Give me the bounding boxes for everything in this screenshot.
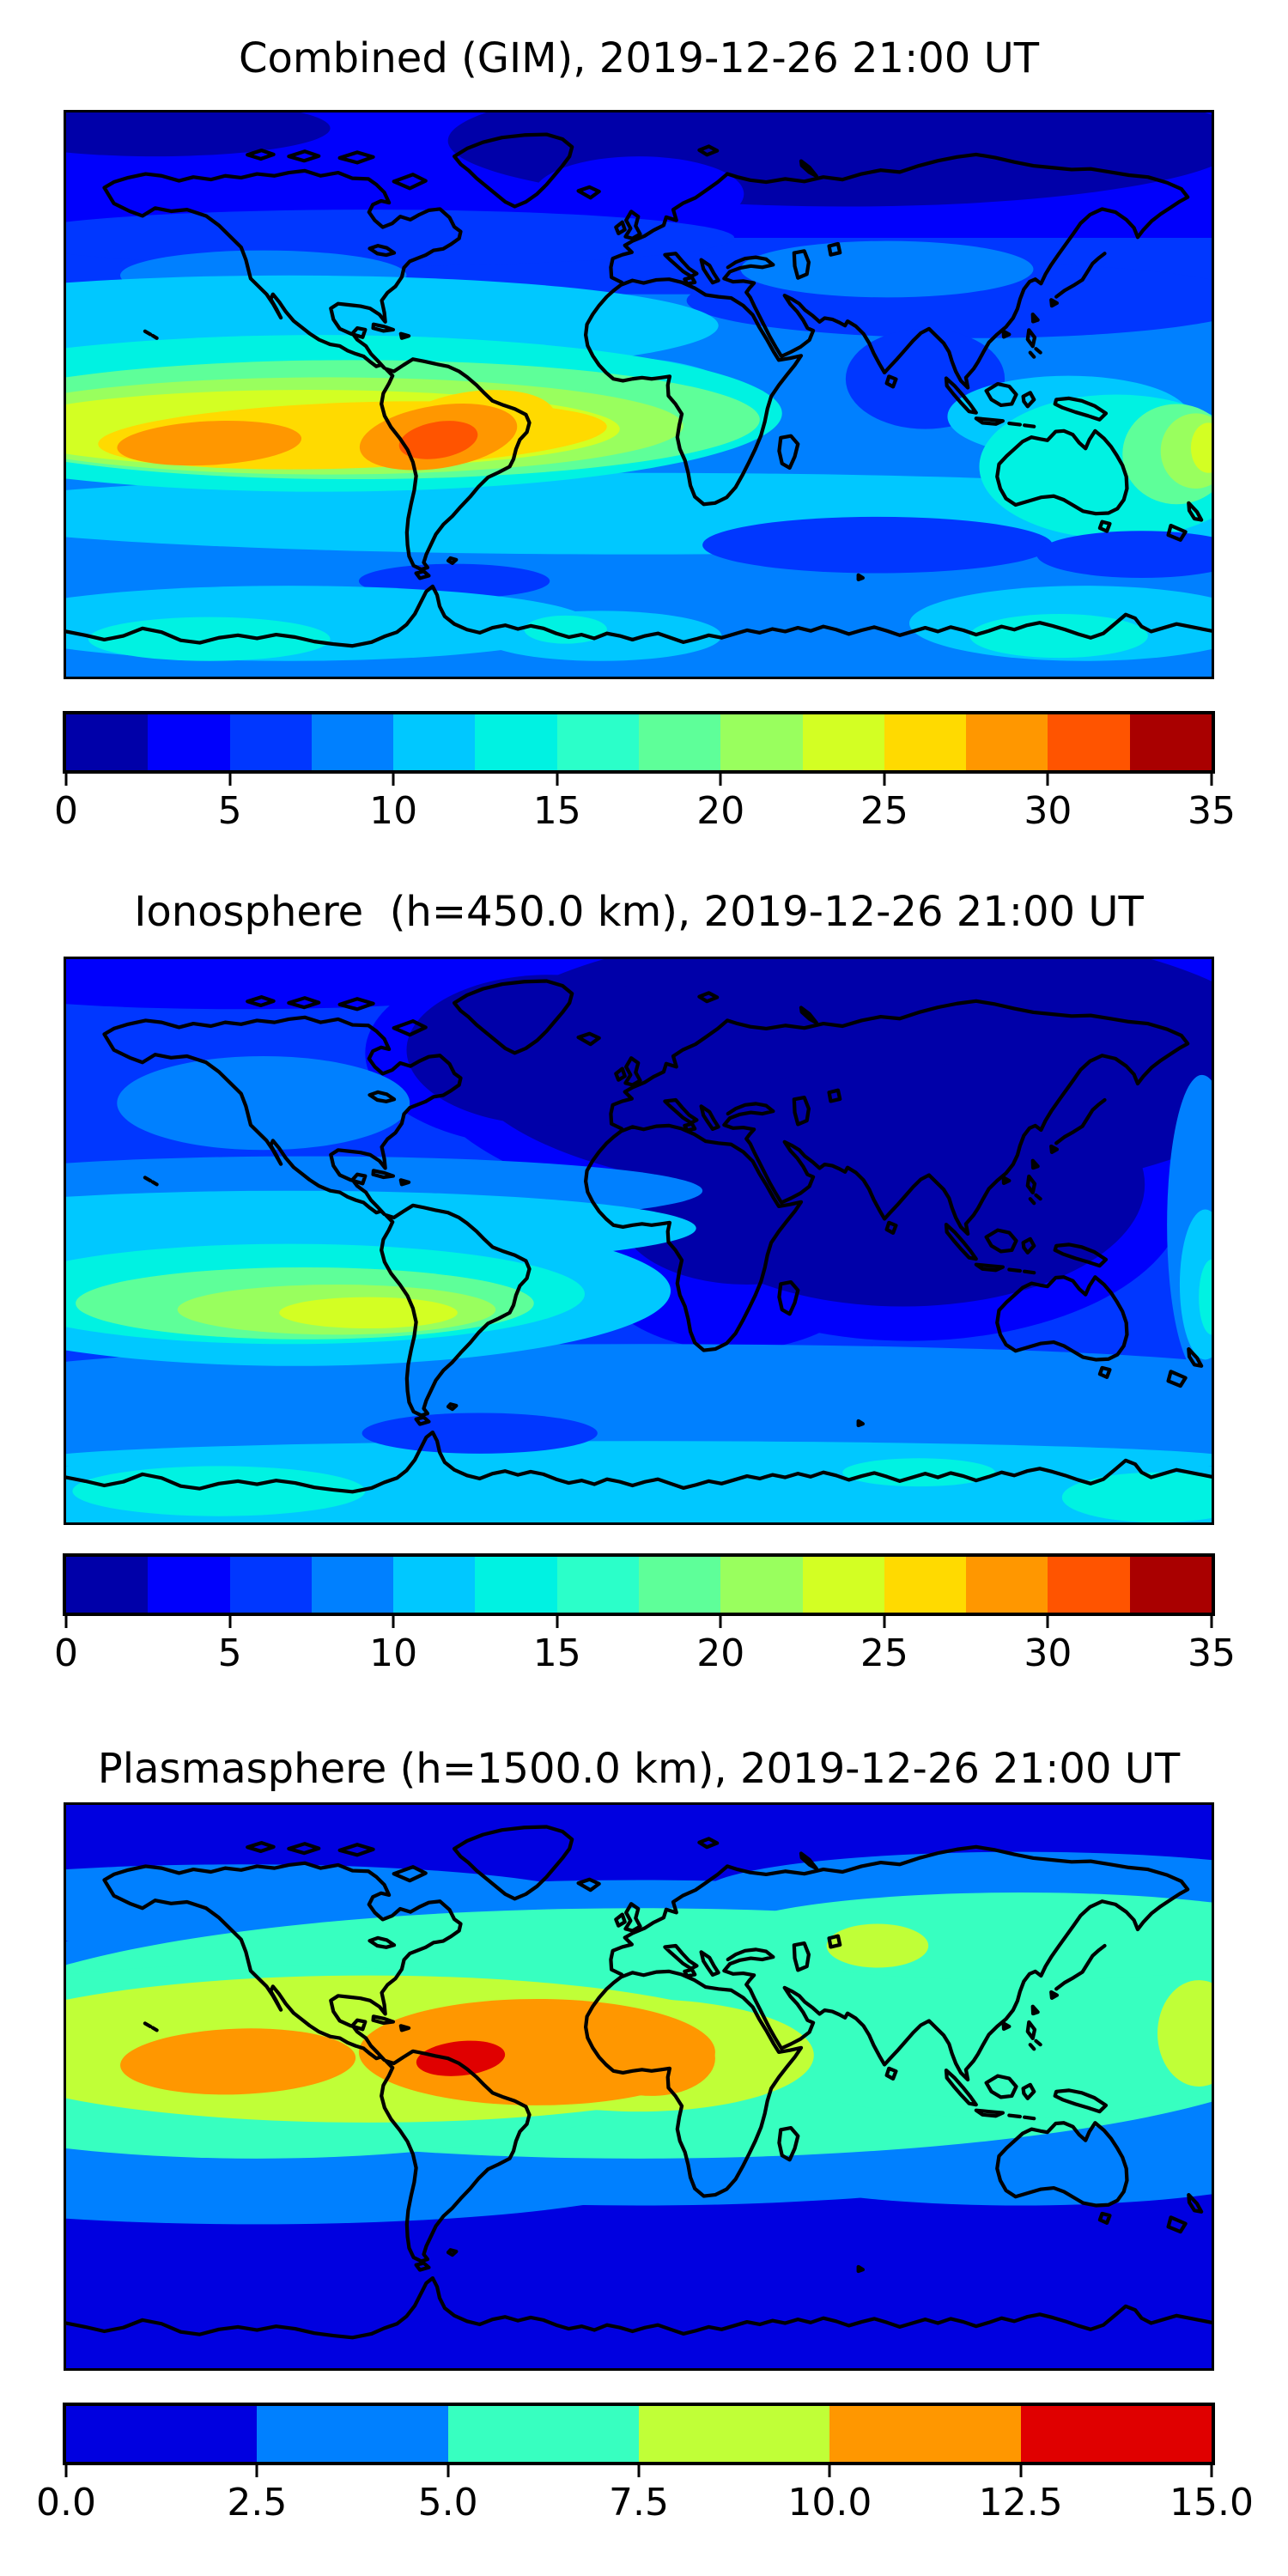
colorbar-tick-label: 0 xyxy=(54,789,78,833)
colorbar-tick-mark xyxy=(1046,1616,1049,1628)
colorbar-tick-label: 10 xyxy=(369,789,418,833)
colorbar-segment xyxy=(966,1557,1048,1613)
map-plasmasphere-svg xyxy=(66,1805,1212,2368)
colorbar-ticks-ionosphere: 0 5 10 15 20 25 30 35 xyxy=(54,1616,1236,1685)
colorbar-ticks-combined: 0 5 10 15 20 25 30 35 xyxy=(54,774,1236,842)
colorbar-segment xyxy=(148,714,230,770)
colorbar-segment xyxy=(1129,714,1212,770)
colorbar-segment xyxy=(148,1557,230,1613)
colorbar-tick-label: 15.0 xyxy=(1170,2481,1254,2524)
map-ionosphere xyxy=(64,957,1214,1525)
colorbar-tick-mark xyxy=(64,1616,68,1628)
colorbar-tick-mark xyxy=(719,1616,722,1628)
colorbar-tick-label: 15 xyxy=(532,1631,581,1675)
colorbar-tick-mark xyxy=(255,2465,258,2477)
colorbar-tick-label: 10 xyxy=(369,1631,418,1675)
colorbar-tick-label: 10.0 xyxy=(787,2481,872,2524)
colorbar-segment xyxy=(1048,714,1130,770)
colorbar-tick-mark xyxy=(883,774,886,786)
colorbar-ionosphere xyxy=(63,1553,1215,1616)
colorbar-tick-label: 5.0 xyxy=(417,2481,478,2524)
colorbar-segment xyxy=(556,714,639,770)
colorbar-tick-mark xyxy=(64,2465,68,2477)
colorbar-tick-label: 15 xyxy=(532,789,581,833)
colorbar-segment xyxy=(720,714,803,770)
colorbar-tick-mark xyxy=(556,774,559,786)
colorbar-tick-label: 0.0 xyxy=(36,2481,96,2524)
colorbar-tick-mark xyxy=(1046,774,1049,786)
map-combined xyxy=(64,110,1214,679)
colorbar-tick-label: 35 xyxy=(1188,1631,1236,1675)
colorbar-segment xyxy=(66,2406,258,2462)
colorbar-combined xyxy=(63,711,1215,774)
colorbar-ticks-plasmasphere: 0.0 2.5 5.0 7.5 10.0 12.5 15.0 xyxy=(36,2465,1254,2534)
colorbar-segment xyxy=(66,714,149,770)
colorbar-tick-mark xyxy=(556,1616,559,1628)
colorbar-segment xyxy=(475,714,557,770)
colorbar-segment xyxy=(802,1557,884,1613)
colorbar-tick-mark xyxy=(1210,2465,1213,2477)
colorbar-tick-label: 7.5 xyxy=(609,2481,669,2524)
colorbar-segment xyxy=(884,714,967,770)
colorbar-segment xyxy=(638,2406,830,2462)
colorbar-segment xyxy=(638,1557,721,1613)
colorbar-tick-label: 20 xyxy=(696,789,745,833)
colorbar-segment xyxy=(1129,1557,1212,1613)
colorbar-segment xyxy=(229,714,312,770)
colorbar-tick-label: 35 xyxy=(1188,789,1236,833)
colorbar-tick-label: 30 xyxy=(1024,1631,1072,1675)
map-plasmasphere xyxy=(64,1802,1214,2371)
colorbar-segment xyxy=(311,714,394,770)
panel-title-plasmasphere: Plasmasphere (h=1500.0 km), 2019-12-26 2… xyxy=(97,1745,1181,1793)
colorbar-tick-mark xyxy=(1210,774,1213,786)
colorbar-tick-label: 12.5 xyxy=(978,2481,1063,2524)
colorbar-segment xyxy=(966,714,1048,770)
colorbar-tick-label: 25 xyxy=(860,789,908,833)
colorbar-segment xyxy=(393,1557,476,1613)
colorbar-tick-mark xyxy=(64,774,68,786)
colorbar-tick-mark xyxy=(392,1616,395,1628)
colorbar-segment xyxy=(829,2406,1021,2462)
colorbar-tick-mark xyxy=(228,1616,232,1628)
colorbar-tick-label: 0 xyxy=(54,1631,78,1675)
panel-title-combined: Combined (GIM), 2019-12-26 21:00 UT xyxy=(238,34,1040,82)
colorbar-segment xyxy=(884,1557,967,1613)
colorbar-tick-mark xyxy=(228,774,232,786)
colorbar-tick-label: 5 xyxy=(217,1631,242,1675)
colorbar-segment xyxy=(66,1557,149,1613)
colorbar-segment xyxy=(475,1557,557,1613)
colorbar-tick-label: 30 xyxy=(1024,789,1072,833)
colorbar-segment xyxy=(802,714,884,770)
colorbar-segment xyxy=(447,2406,639,2462)
colorbar-tick-mark xyxy=(637,2465,641,2477)
colorbar-segment xyxy=(720,1557,803,1613)
colorbar-segment xyxy=(311,1557,394,1613)
map-ionosphere-svg xyxy=(66,959,1212,1522)
colorbar-plasmasphere xyxy=(63,2403,1215,2465)
colorbar-tick-mark xyxy=(828,2465,831,2477)
colorbar-segment xyxy=(638,714,721,770)
map-combined-svg xyxy=(66,112,1212,677)
colorbar-tick-label: 2.5 xyxy=(227,2481,288,2524)
panel-title-ionosphere: Ionosphere (h=450.0 km), 2019-12-26 21:0… xyxy=(134,888,1144,936)
colorbar-segment xyxy=(393,714,476,770)
colorbar-tick-mark xyxy=(1210,1616,1213,1628)
colorbar-tick-mark xyxy=(392,774,395,786)
colorbar-tick-mark xyxy=(719,774,722,786)
colorbar-tick-label: 5 xyxy=(217,789,242,833)
colorbar-segment xyxy=(556,1557,639,1613)
colorbar-segment xyxy=(1048,1557,1130,1613)
colorbar-tick-mark xyxy=(1019,2465,1023,2477)
colorbar-tick-label: 25 xyxy=(860,1631,908,1675)
colorbar-segment xyxy=(1020,2406,1212,2462)
colorbar-tick-mark xyxy=(447,2465,450,2477)
colorbar-segment xyxy=(229,1557,312,1613)
colorbar-segment xyxy=(257,2406,448,2462)
colorbar-tick-label: 20 xyxy=(696,1631,745,1675)
colorbar-tick-mark xyxy=(883,1616,886,1628)
